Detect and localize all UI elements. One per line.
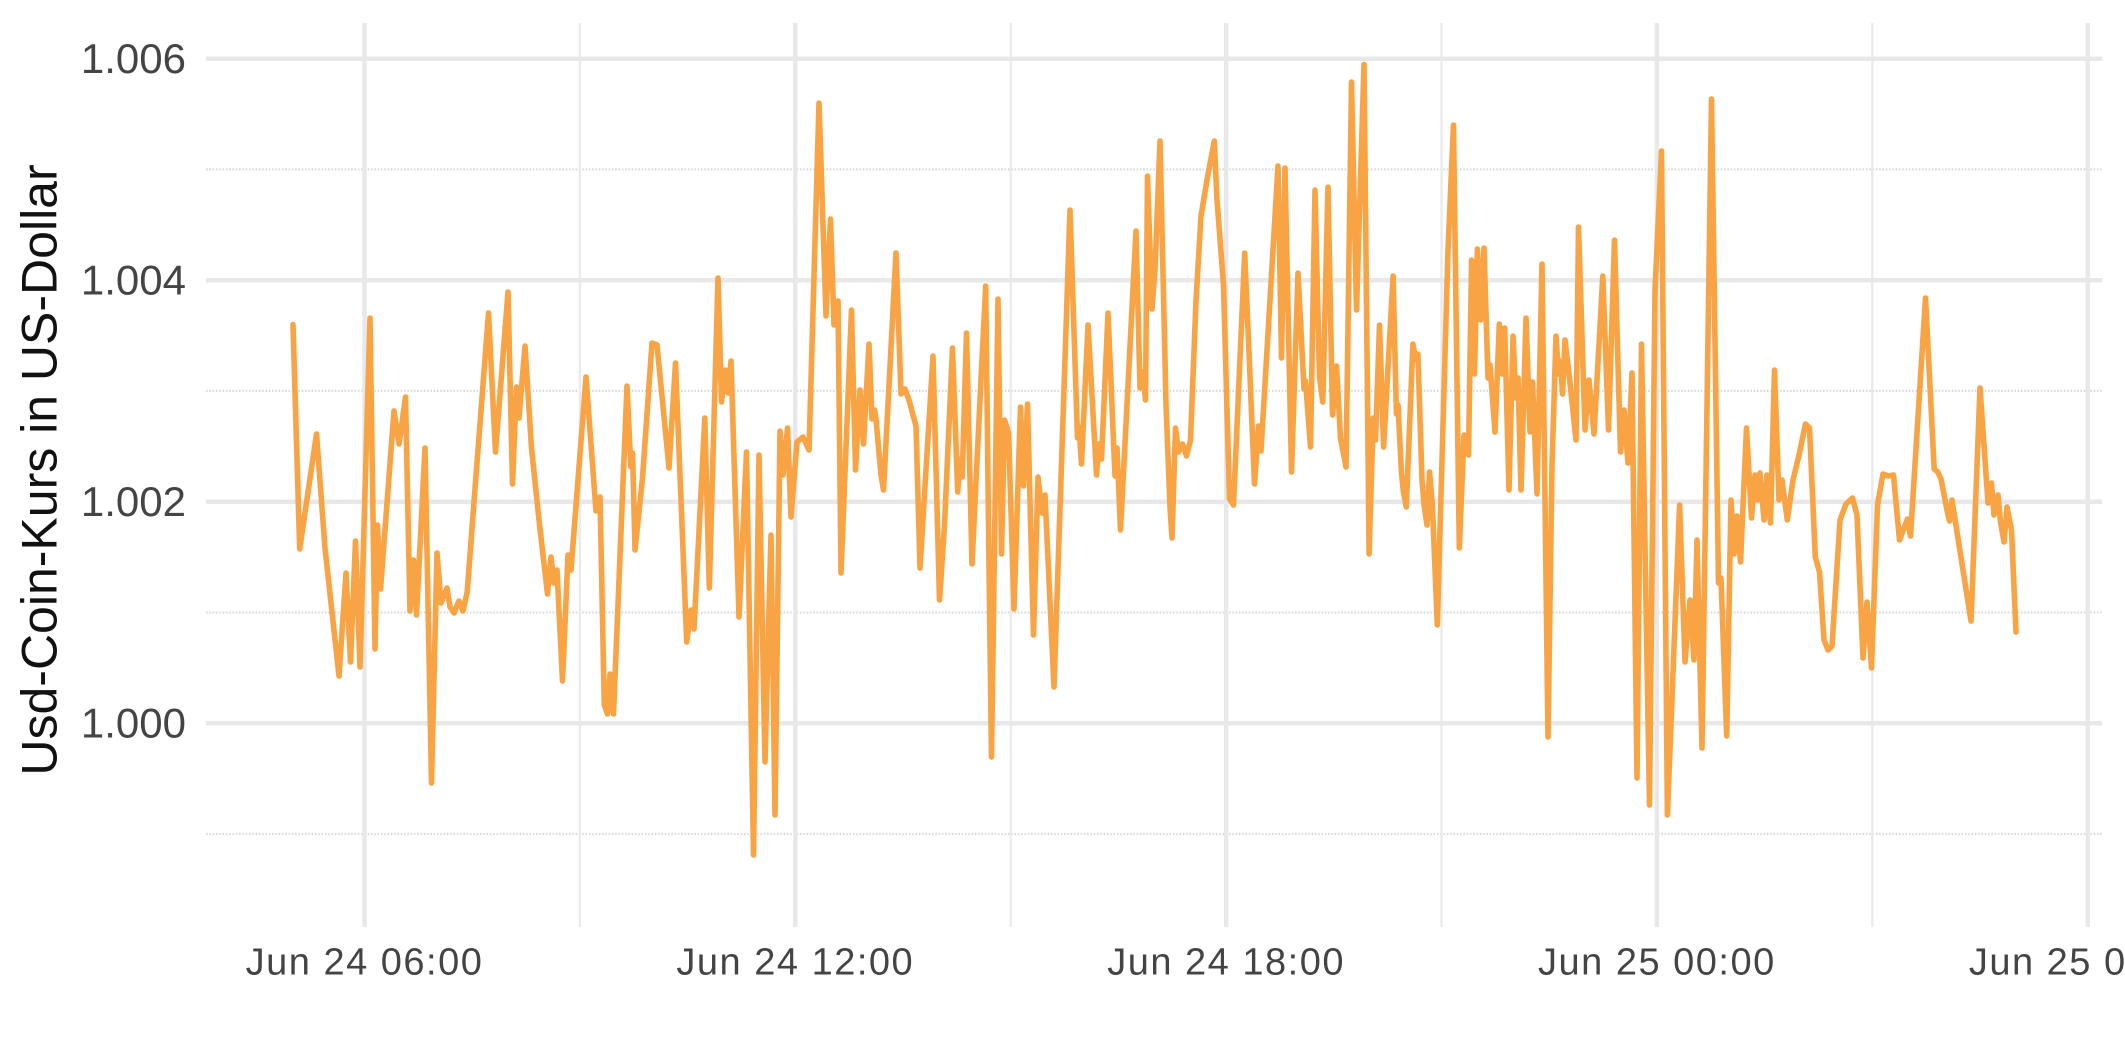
svg-text:Usd-Coin-Kurs in US-Dollar: Usd-Coin-Kurs in US-Dollar — [12, 164, 68, 775]
svg-text:1.002: 1.002 — [81, 478, 186, 525]
svg-text:1.006: 1.006 — [81, 35, 186, 82]
svg-text:Jun 24 18:00: Jun 24 18:00 — [1107, 942, 1345, 984]
svg-text:Jun 25 00:00: Jun 25 00:00 — [1538, 942, 1776, 984]
svg-text:Jun 25 06:00: Jun 25 06:00 — [1969, 942, 2125, 984]
svg-text:1.004: 1.004 — [81, 257, 186, 304]
svg-text:1.000: 1.000 — [81, 700, 186, 747]
svg-text:Jun 24 06:00: Jun 24 06:00 — [246, 942, 484, 984]
svg-text:Jun 24 12:00: Jun 24 12:00 — [676, 942, 914, 984]
